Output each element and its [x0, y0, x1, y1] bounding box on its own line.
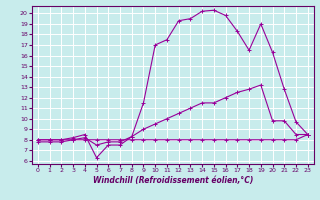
X-axis label: Windchill (Refroidissement éolien,°C): Windchill (Refroidissement éolien,°C)	[92, 176, 253, 185]
